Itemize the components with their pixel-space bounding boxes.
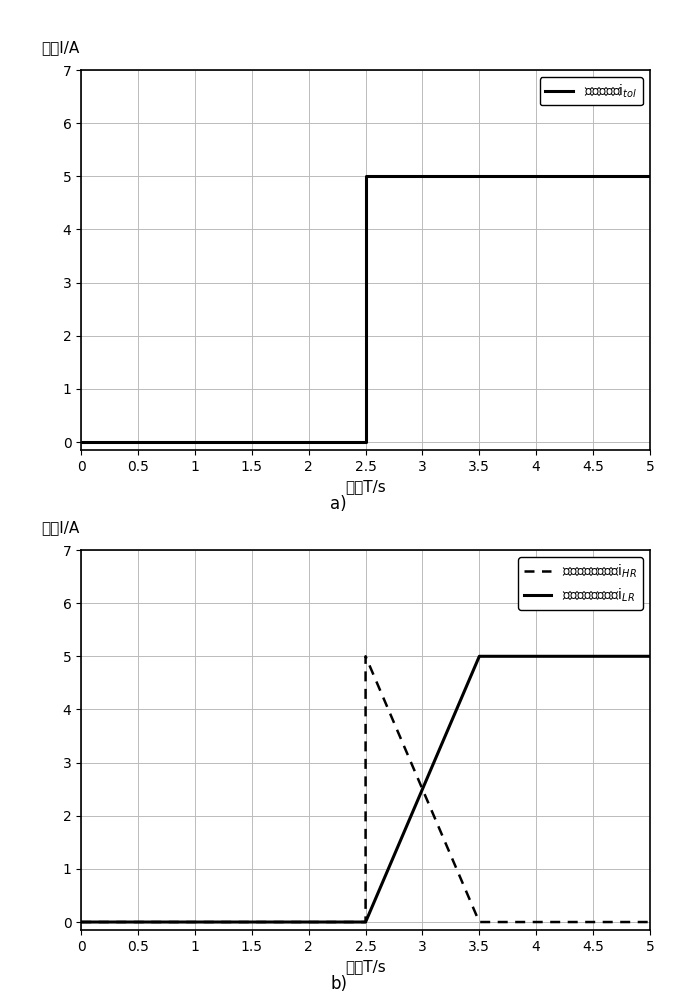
Text: b): b) [330,975,347,993]
Text: a): a) [330,495,347,513]
Text: 电流I/A: 电流I/A [41,520,80,535]
X-axis label: 时间T/s: 时间T/s [345,959,386,974]
Text: 电流I/A: 电流I/A [41,40,80,55]
Legend: 高变化率电流分量i$_{HR}$, 低变化率电流分量i$_{LR}$: 高变化率电流分量i$_{HR}$, 低变化率电流分量i$_{LR}$ [518,557,643,610]
Legend: 不平衡电流i$_{tol}$: 不平衡电流i$_{tol}$ [540,77,643,105]
X-axis label: 时间T/s: 时间T/s [345,479,386,494]
